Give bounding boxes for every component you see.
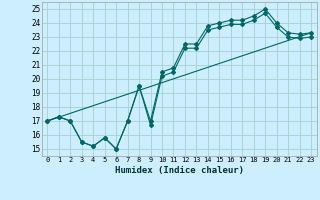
X-axis label: Humidex (Indice chaleur): Humidex (Indice chaleur) bbox=[115, 166, 244, 175]
